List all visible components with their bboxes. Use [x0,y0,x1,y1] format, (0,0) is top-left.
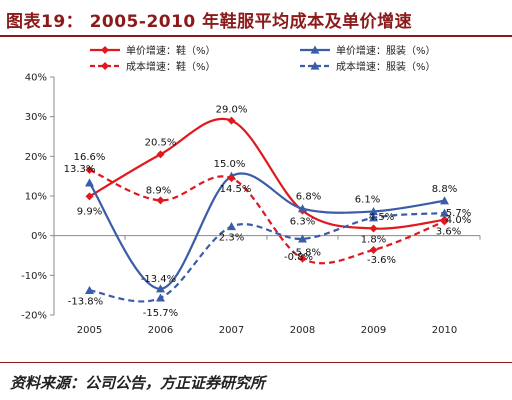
data-point [101,46,109,54]
x-tick-label: 2010 [432,325,457,336]
y-tick-label: 10% [25,192,47,203]
series-apparel-cost [85,208,449,303]
data-label: 1.8% [361,235,386,246]
data-point [369,224,378,233]
legend-label: 单价增速：服装（%） [336,44,436,57]
legend: 单价增速：鞋（%） 单价增速：服装（%） 成本增速：鞋（%） 成本增速：服装（%） [90,44,436,73]
data-labels: 9.9% 20.5% 29.0% 6.3% 1.8% 4.0% 13.3% -13.4% 15.… [64,105,472,319]
data-point [156,293,165,302]
data-label: 3.6% [436,226,461,237]
data-label: 16.6% [74,152,106,163]
data-point [227,174,236,183]
data-label: 29.0% [216,105,248,116]
data-label: -5.8% [292,248,321,259]
x-tick-label: 2009 [361,325,386,336]
data-point [227,116,236,125]
legend-label: 成本增速：鞋（%） [126,60,216,73]
y-tick-label: -20% [21,311,47,322]
data-label: 15.0% [214,159,246,170]
data-label: -0.8% [284,252,313,263]
data-point [298,204,307,213]
data-point [440,196,449,205]
legend-label: 单价增速：鞋（%） [126,44,216,57]
data-label: 6.1% [355,194,380,205]
data-point [156,150,165,159]
data-point [85,285,94,295]
series-shoe-cost [85,165,449,265]
data-point [310,45,320,54]
data-point [227,222,236,231]
y-tick-label: -10% [21,271,47,282]
data-label: 13.3% [64,164,96,175]
series-shoe-price [85,116,449,233]
source-bar: 资料来源：公司公告，方正证券研究所 [0,362,512,400]
y-tick-label: 40% [25,73,47,84]
data-label: 4.0% [446,215,471,226]
legend-item: 单价增速：鞋（%） [90,44,216,57]
data-label: -3.6% [367,255,396,266]
data-point [298,254,307,263]
data-point [369,213,378,222]
line-chart: 单价增速：鞋（%） 单价增速：服装（%） 成本增速：鞋（%） 成本增速：服装（%） -… [21,44,481,336]
y-tick-label: 20% [25,152,47,163]
data-label: 4.5% [369,212,394,223]
x-tick-label: 2006 [148,325,173,336]
data-point [369,245,378,254]
data-label: 9.9% [77,206,102,217]
data-label: 5.7% [446,208,471,219]
title-bar: 图表19： 2005-2010 年鞋服平均成本及单价增速 [0,0,512,37]
data-point [101,62,109,70]
data-point [440,208,449,217]
series-line [89,211,445,303]
data-point [85,178,94,187]
data-point [85,165,94,174]
data-point [156,284,165,293]
axes: -20% -10% 0% 10% 20% 30% 40% 2005 2006 2007 2008 20… [21,73,481,336]
data-point [369,206,378,216]
legend-label: 成本增速：服装（%） [336,60,436,73]
data-point [440,217,449,226]
x-tick-label: 2007 [219,325,244,336]
data-label: 8.8% [432,184,457,195]
source-note: 资料来源：公司公告，方正证券研究所 [10,374,266,392]
legend-item: 单价增速：服装（%） [300,44,436,57]
y-tick-label: 30% [25,112,47,123]
chart-title: 图表19： 2005-2010 年鞋服平均成本及单价增速 [6,12,413,32]
data-label: 6.3% [290,217,315,228]
data-label: -13.8% [68,296,103,307]
x-tick-label: 2005 [77,325,102,336]
legend-item: 成本增速：鞋（%） [90,60,216,73]
data-point [310,61,320,70]
data-label: -13.4% [141,274,176,285]
series-layer [85,116,449,303]
data-point [298,234,307,243]
data-label: 20.5% [145,137,177,148]
data-label: 14.5% [220,184,252,195]
series-apparel-price [85,171,449,293]
series-line [88,172,445,290]
y-tick-label: 0% [31,231,47,242]
legend-item: 成本增速：服装（%） [300,60,436,73]
data-label: -15.7% [143,308,178,319]
data-label: 6.8% [296,192,321,203]
data-label: 8.9% [146,185,171,196]
x-tick-label: 2008 [290,325,315,336]
data-point [85,192,94,201]
data-point [156,196,165,205]
data-label: 2.3% [219,233,244,244]
